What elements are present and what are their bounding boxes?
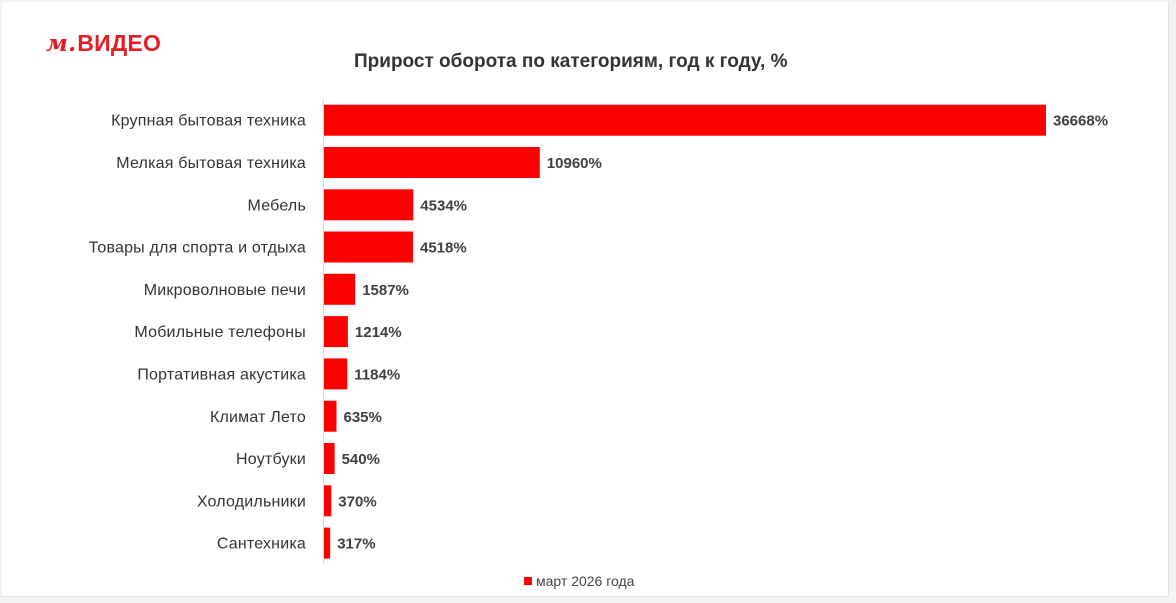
bar <box>324 443 335 474</box>
bar <box>324 316 348 348</box>
bar <box>324 189 414 221</box>
category-label: Ноутбуки <box>236 451 306 468</box>
data-label: 4534% <box>420 197 467 214</box>
bar <box>324 104 1046 136</box>
data-label: 1184% <box>354 366 400 383</box>
bar <box>324 400 337 432</box>
category-label: Холодильники <box>197 493 306 510</box>
brand-logo: м.ВИДЕО <box>46 30 161 57</box>
chart-legend: март 2026 года <box>524 573 634 589</box>
bar <box>324 273 356 305</box>
category-label: Мелкая бытовая техника <box>116 155 306 172</box>
data-label: 635% <box>344 409 382 426</box>
logo-mark: м. <box>46 30 77 57</box>
category-label: Мобильные телефоны <box>134 324 306 341</box>
category-label: Крупная бытовая техника <box>111 113 306 130</box>
data-label: 1214% <box>355 324 402 341</box>
bar <box>324 147 540 178</box>
legend-label: март 2026 года <box>536 573 635 589</box>
data-label: 4518% <box>420 240 467 257</box>
category-label: Микроволновые печи <box>144 282 306 299</box>
data-label: 10960% <box>547 155 602 172</box>
bar <box>324 358 348 390</box>
data-label: 540% <box>342 451 380 468</box>
category-label: Товары для спорта и отдыха <box>89 240 306 257</box>
slide: м.ВИДЕО Прирост оборота по категориям, г… <box>2 2 1169 597</box>
bar <box>324 231 413 263</box>
bar <box>324 527 331 559</box>
logo-text: ВИДЕО <box>77 30 162 56</box>
bar <box>324 485 332 517</box>
chart-title: Прирост оборота по категориям, год к год… <box>354 51 788 72</box>
category-label: Мебель <box>248 197 306 214</box>
category-label: Климат Лето <box>210 409 306 426</box>
data-label: 1587% <box>362 282 409 299</box>
data-label: 317% <box>337 536 375 553</box>
legend-swatch <box>524 577 532 585</box>
category-label: Сантехника <box>217 536 306 553</box>
data-label: 370% <box>338 493 376 510</box>
category-label: Портативная акустика <box>137 366 306 383</box>
data-label: 36668% <box>1053 113 1108 130</box>
